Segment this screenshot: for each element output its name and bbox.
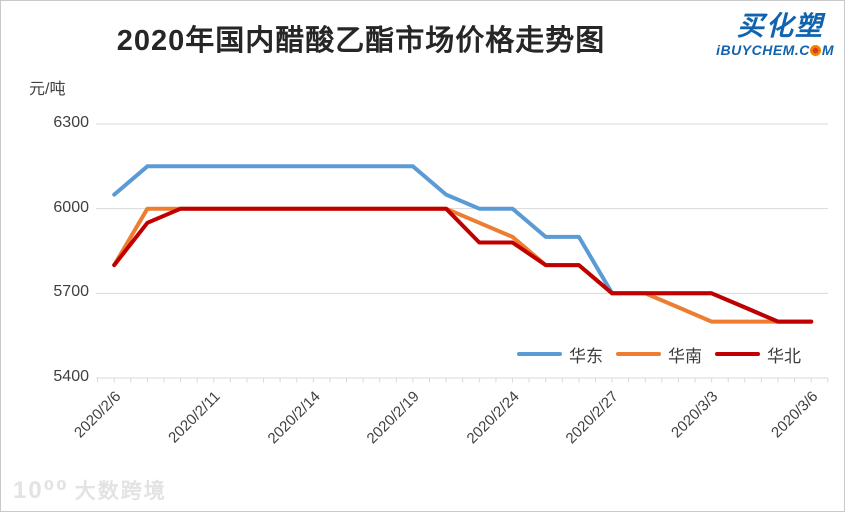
legend-line-swatch (616, 352, 661, 356)
legend-line-swatch (715, 352, 760, 356)
watermark: 10⁰⁰ 大数跨境 (13, 475, 167, 505)
logo-url-part2: M (821, 42, 834, 58)
logo-brand-text: 买化塑 (737, 11, 824, 41)
chart-title: 2020年国内醋酸乙酯市场价格走势图 (116, 25, 606, 57)
legend-item-0: 华东 (517, 342, 603, 367)
series-line-0 (112, 164, 814, 324)
y-axis-tick-label: 6300 (53, 114, 89, 131)
y-axis-tick-label: 6000 (53, 198, 89, 216)
y-axis-tick-label: 5700 (53, 283, 89, 301)
legend-label: 华北 (767, 346, 801, 366)
legend-label: 华南 (668, 346, 702, 366)
logo-url-text: iBUYCHEM.C M (716, 43, 834, 57)
watermark-text: 大数跨境 (74, 480, 167, 503)
legend-item-2: 华北 (715, 342, 801, 367)
watermark-logo-icon: 10⁰⁰ (13, 477, 69, 504)
chart-legend: 华东 华南 华北 (517, 342, 801, 366)
y-axis-tick-label: 5400 (53, 368, 89, 385)
legend-line-swatch (517, 352, 562, 356)
legend-label: 华东 (569, 346, 603, 366)
ibuychem-logo: 买化塑 iBUYCHEM.C M (716, 11, 834, 58)
y-axis-unit-label: 元/吨 (29, 81, 66, 98)
logo-o-target-icon (810, 45, 822, 56)
series-line-2 (112, 206, 814, 324)
logo-url-part1: iBUYCHEM.C (716, 42, 810, 58)
legend-item-1: 华南 (616, 342, 702, 367)
